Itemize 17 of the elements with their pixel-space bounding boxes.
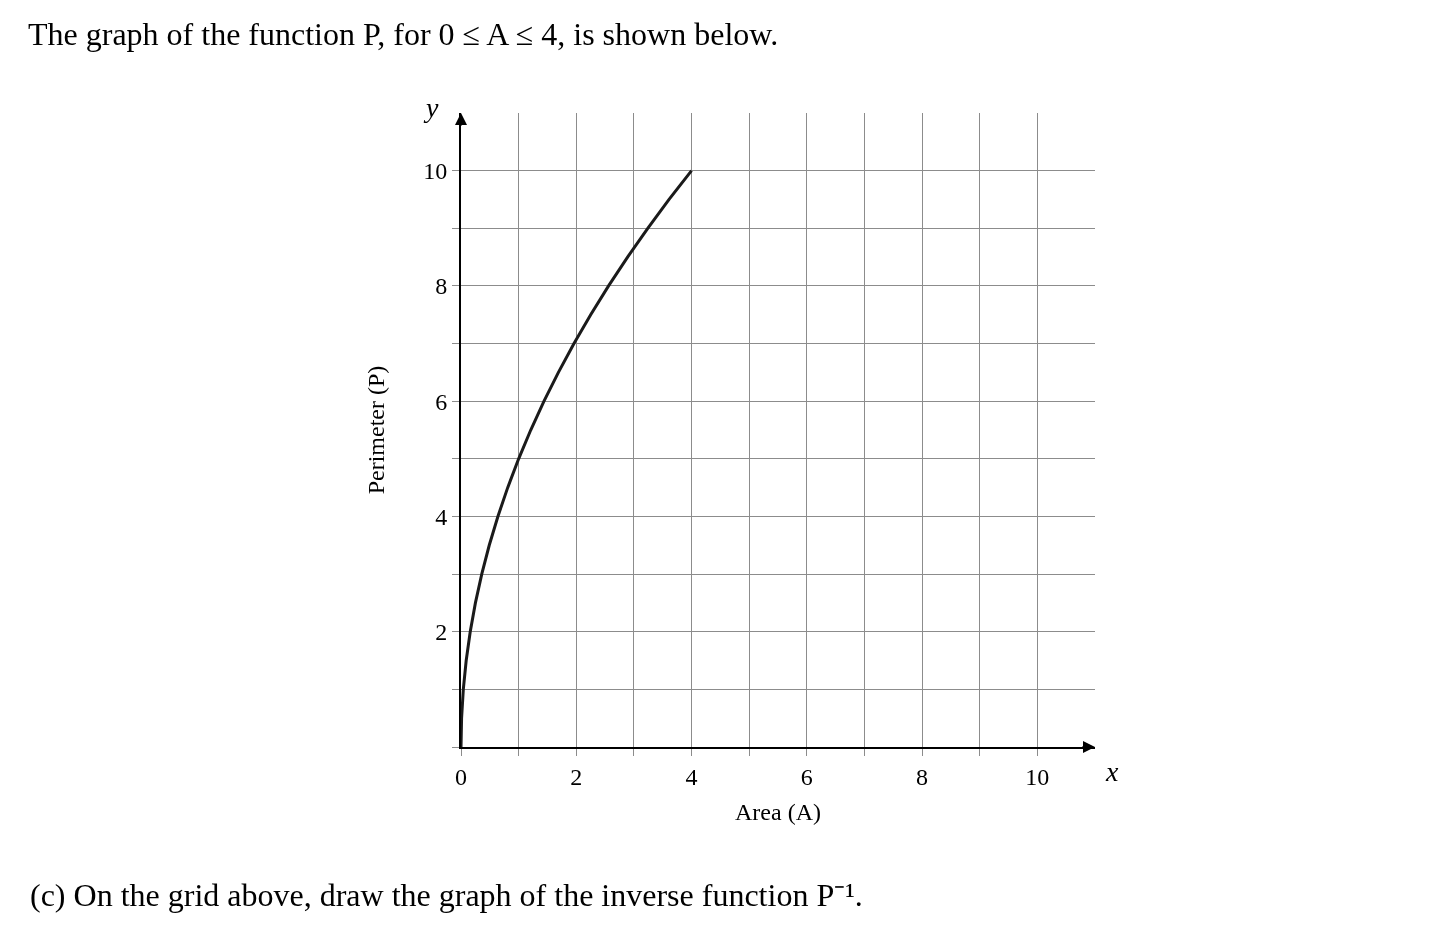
text: x xyxy=(1105,756,1119,787)
x-tick-label: 4 xyxy=(685,763,698,790)
chart-title: The graph of the function P, for 0 ≤ A ≤ 4, is shown below. xyxy=(28,16,779,53)
text: (c) On the grid above, draw the graph of the inverse function P⁻¹. xyxy=(30,877,863,913)
x-tick-label: 2 xyxy=(570,763,583,790)
x-tick-label: 8 xyxy=(916,763,929,790)
x-tick-label: 0 xyxy=(455,763,467,790)
text: y xyxy=(423,92,439,123)
x-axis-title: Area (A) xyxy=(735,798,821,825)
x-tick-label: 10 xyxy=(1025,763,1050,790)
x-tick-label: 6 xyxy=(800,763,813,790)
y-axis-title: Perimeter (P) xyxy=(362,365,389,495)
y-tick-label: 4 xyxy=(435,503,448,530)
y-tick-label: 8 xyxy=(435,273,448,300)
y-tick-label: 6 xyxy=(435,388,448,415)
y-tick-label: 10 xyxy=(423,158,448,185)
y-tick-label: 2 xyxy=(435,619,448,646)
